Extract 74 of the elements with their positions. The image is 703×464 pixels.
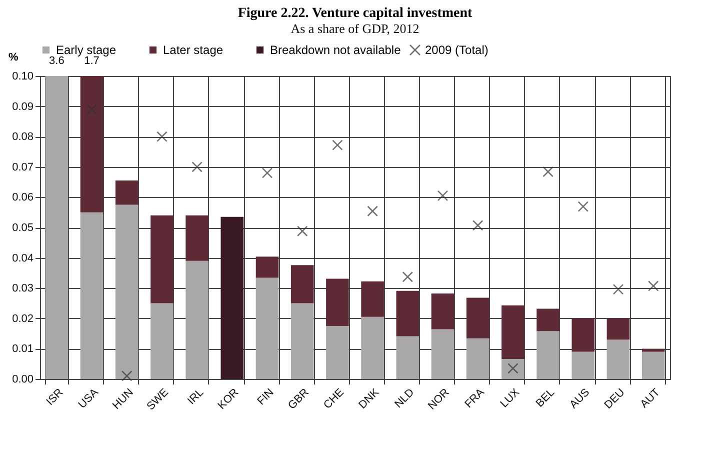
bar	[642, 352, 665, 379]
bar	[361, 316, 384, 379]
point	[367, 206, 378, 217]
bar	[396, 336, 420, 379]
bar	[150, 215, 174, 304]
point	[542, 166, 554, 178]
bar	[502, 359, 524, 379]
bar	[115, 180, 138, 205]
y-axis-title: %	[8, 52, 18, 64]
bar	[290, 265, 314, 304]
bar	[572, 352, 595, 379]
bar	[186, 215, 208, 261]
annotation: 3.6	[49, 55, 64, 67]
bar	[606, 340, 630, 379]
bar	[606, 318, 630, 340]
y-tick-label: 0.04	[12, 252, 34, 264]
point	[472, 220, 484, 231]
y-tick-label: 0.08	[12, 131, 34, 144]
y-tick-label: 0.00	[12, 374, 34, 386]
legend-label: Breakdown not available	[270, 43, 402, 57]
point	[156, 131, 168, 142]
x-tick-label: ISR	[44, 386, 66, 408]
annotation: 1.7	[84, 55, 100, 67]
bar	[396, 290, 420, 336]
y-tick-label: 0.10	[12, 70, 34, 82]
bar	[220, 216, 244, 379]
y-tick-label: 0.02	[12, 312, 34, 325]
legend-label: Later stage	[163, 43, 224, 57]
bar	[466, 298, 490, 338]
bar	[502, 305, 524, 359]
y-tick-label: 0.05	[12, 222, 34, 234]
chart-subtitle: As a share of GDP, 2012	[290, 21, 420, 36]
chart-title: Figure 2.22. Venture capital investment	[238, 6, 473, 21]
point	[437, 190, 448, 202]
legend-label: Early stage	[56, 43, 116, 57]
bar	[150, 303, 174, 379]
y-tick-label: 0.07	[12, 161, 34, 174]
bar	[115, 204, 138, 379]
bar	[326, 326, 349, 379]
bar	[186, 260, 208, 379]
x-tick-label: IRL	[185, 386, 206, 408]
y-tick-label: 0.09	[12, 100, 34, 113]
point	[86, 104, 98, 115]
bar	[361, 281, 384, 317]
bar	[536, 331, 560, 379]
bar	[431, 294, 454, 330]
point	[402, 271, 414, 282]
point	[332, 140, 343, 150]
bar	[642, 348, 665, 352]
bar	[536, 308, 560, 332]
point	[648, 280, 659, 292]
point	[296, 226, 308, 237]
bar	[80, 76, 104, 212]
x-tick-label: USA	[76, 386, 102, 411]
point	[121, 370, 132, 382]
point	[612, 284, 624, 295]
bar	[431, 329, 454, 379]
bar	[80, 212, 104, 379]
bar	[572, 318, 595, 352]
bar	[326, 278, 349, 326]
y-tick-label: 0.01	[12, 343, 34, 356]
point	[262, 168, 273, 178]
x-tick-label: FIN	[255, 386, 276, 408]
bar	[466, 338, 490, 379]
bar	[256, 278, 279, 379]
x-tick-label: BEL	[534, 386, 558, 410]
y-tick-label: 0.03	[12, 282, 34, 295]
point	[578, 201, 589, 212]
legend-label: 2009 (Total)	[425, 43, 488, 57]
point	[192, 162, 202, 172]
bar	[290, 303, 314, 379]
y-tick-label: 0.06	[12, 192, 34, 204]
x-tick-label: FRA	[462, 386, 488, 411]
bar	[256, 256, 279, 278]
